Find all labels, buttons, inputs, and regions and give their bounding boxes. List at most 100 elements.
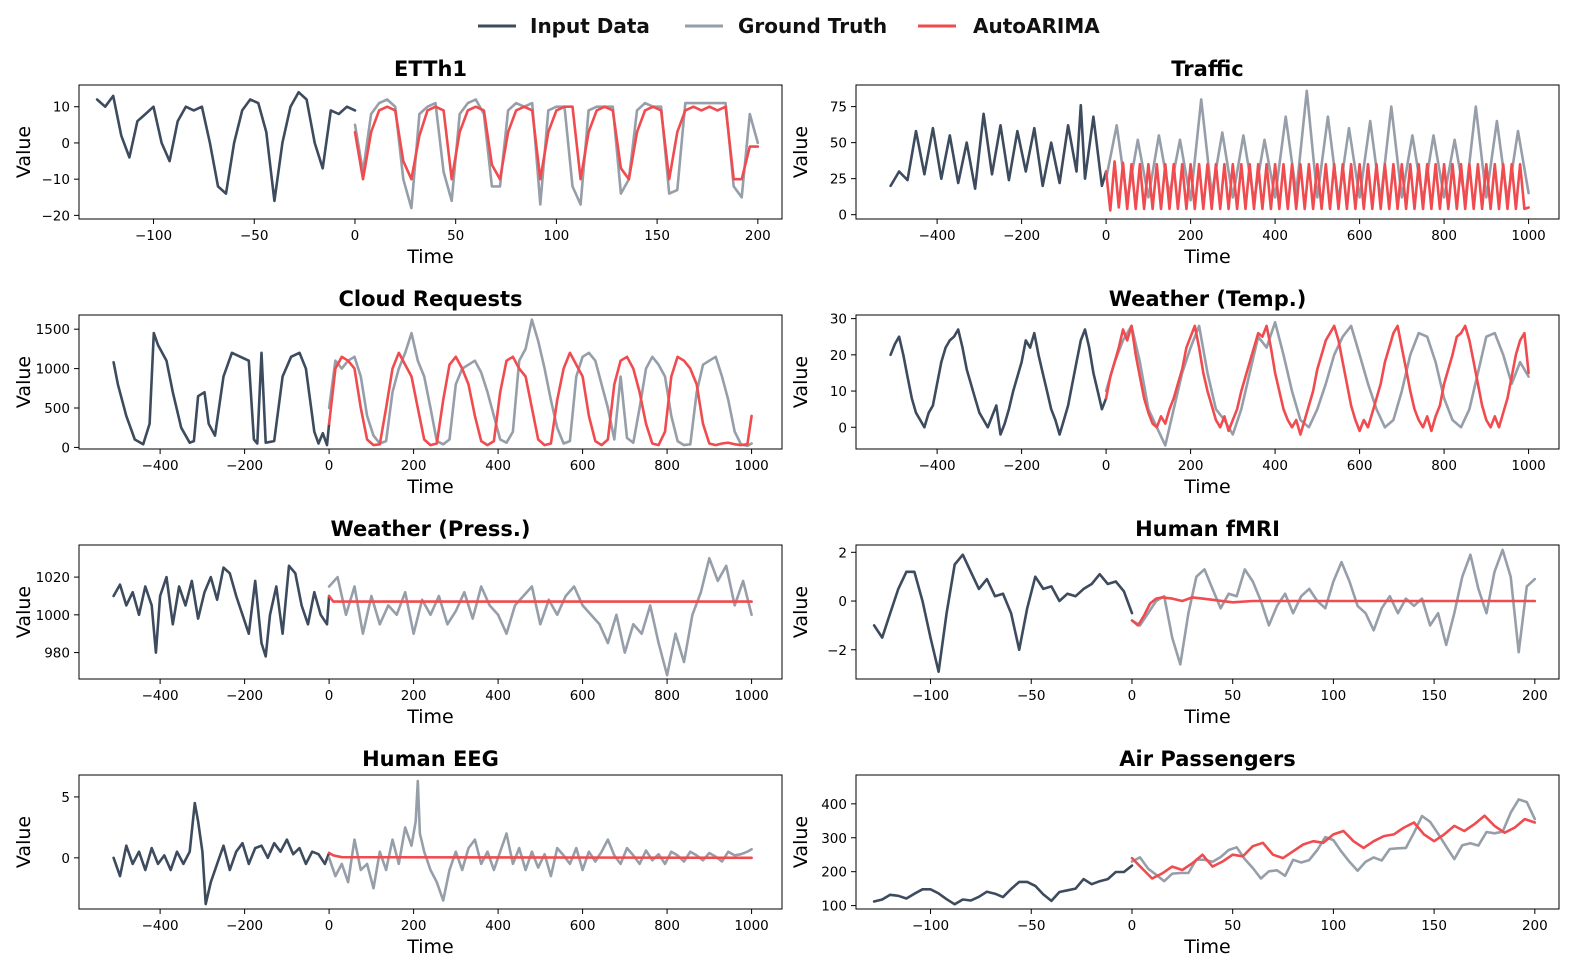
x-tick-label: 1000 bbox=[1511, 458, 1545, 474]
x-tick-label: 600 bbox=[570, 688, 596, 704]
legend-item-autoarima: AutoARIMA bbox=[918, 14, 1100, 38]
y-tick-label: 0 bbox=[838, 594, 847, 610]
x-tick-label: 400 bbox=[485, 458, 511, 474]
y-tick-label: 0 bbox=[61, 440, 70, 456]
series-line-ground-truth bbox=[327, 556, 753, 677]
y-tick-label: 980 bbox=[44, 646, 70, 662]
y-axis-label: Value bbox=[13, 126, 35, 178]
x-tick-label: 800 bbox=[654, 918, 680, 934]
legend-label: Input Data bbox=[530, 14, 650, 38]
x-tick-label: −200 bbox=[1003, 228, 1040, 244]
series-line-ground-truth bbox=[1130, 798, 1537, 883]
series-line-ground-truth bbox=[1104, 89, 1530, 202]
x-tick-label: −200 bbox=[226, 918, 263, 934]
series-line-autoarima bbox=[1104, 324, 1530, 436]
x-tick-label: 0 bbox=[1102, 458, 1111, 474]
y-tick-label: 10 bbox=[830, 384, 847, 400]
y-tick-label: 0 bbox=[61, 851, 70, 867]
x-tick-label: 1000 bbox=[734, 918, 768, 934]
chart-title: Weather (Temp.) bbox=[1109, 287, 1307, 311]
series-line-ground-truth bbox=[327, 318, 753, 448]
x-tick-label: 200 bbox=[1522, 918, 1548, 934]
x-tick-label: −400 bbox=[142, 458, 179, 474]
x-axis-label: Time bbox=[406, 936, 454, 958]
x-tick-label: 100 bbox=[1321, 688, 1347, 704]
chart-title: ETTh1 bbox=[394, 57, 467, 81]
x-tick-label: 150 bbox=[1421, 918, 1447, 934]
y-tick-label: 25 bbox=[830, 172, 847, 188]
x-axis-label: Time bbox=[406, 706, 454, 728]
x-tick-label: 200 bbox=[1178, 228, 1204, 244]
panel-weather-press: Weather (Press.) Time Value −400 −200 0 200 400… bbox=[13, 517, 783, 728]
x-tick-label: 400 bbox=[1262, 458, 1288, 474]
y-tick-label: 0 bbox=[838, 208, 847, 224]
plot-frame bbox=[78, 314, 783, 450]
x-tick-label: 800 bbox=[1431, 228, 1457, 244]
x-axis-label: Time bbox=[406, 246, 454, 268]
x-tick-label: −100 bbox=[912, 688, 949, 704]
series-line-autoarima bbox=[327, 851, 753, 860]
x-tick-label: 150 bbox=[644, 228, 670, 244]
y-tick-label: 75 bbox=[830, 100, 847, 116]
x-tick-label: 800 bbox=[1431, 458, 1457, 474]
y-tick-label: 100 bbox=[821, 899, 847, 915]
x-tick-label: 200 bbox=[401, 458, 427, 474]
y-tick-label: 30 bbox=[830, 312, 847, 328]
series-line-autoarima bbox=[1130, 814, 1537, 880]
y-tick-label: 1500 bbox=[36, 322, 70, 338]
x-axis-label: Time bbox=[1183, 706, 1231, 728]
y-tick-label: 300 bbox=[821, 831, 847, 847]
plot-frame bbox=[78, 84, 783, 220]
x-tick-label: 600 bbox=[570, 458, 596, 474]
chart-title: Air Passengers bbox=[1119, 747, 1295, 771]
legend-item-ground-truth: Ground Truth bbox=[685, 14, 887, 38]
panel-traffic: Traffic Time Value −400 −200 0 200 400 600 800 100… bbox=[790, 57, 1560, 268]
chart-title: Traffic bbox=[1171, 57, 1243, 81]
plot-frame bbox=[855, 314, 1560, 450]
y-tick-label: −10 bbox=[42, 172, 71, 188]
series-line-autoarima bbox=[1104, 160, 1530, 212]
series-line-input-data bbox=[95, 90, 357, 203]
x-tick-label: 200 bbox=[1178, 458, 1204, 474]
series-line-ground-truth bbox=[353, 98, 760, 210]
x-tick-label: −400 bbox=[919, 228, 956, 244]
y-axis-label: Value bbox=[13, 586, 35, 638]
x-tick-label: 600 bbox=[1347, 228, 1373, 244]
plot-frame bbox=[855, 84, 1560, 220]
series-line-input-data bbox=[112, 564, 331, 658]
x-tick-label: −200 bbox=[1003, 458, 1040, 474]
x-tick-label: 200 bbox=[401, 688, 427, 704]
y-tick-label: 200 bbox=[821, 865, 847, 881]
plot-frame bbox=[78, 544, 783, 680]
x-axis-label: Time bbox=[1183, 246, 1231, 268]
x-tick-label: 400 bbox=[485, 918, 511, 934]
chart-title: Human fMRI bbox=[1135, 517, 1280, 541]
x-tick-label: 150 bbox=[1421, 688, 1447, 704]
y-tick-label: 400 bbox=[821, 797, 847, 813]
series-line-input-data bbox=[872, 553, 1134, 674]
x-tick-label: 600 bbox=[570, 918, 596, 934]
panel-cloud-requests: Cloud Requests Time Value −400 −200 0 200 400 60… bbox=[13, 287, 783, 498]
y-tick-label: 1000 bbox=[36, 362, 70, 378]
x-axis-label: Time bbox=[1183, 936, 1231, 958]
x-tick-label: 0 bbox=[351, 228, 360, 244]
series-line-autoarima bbox=[353, 105, 760, 181]
panel-human-fmri: Human fMRI Time Value −100 −50 0 50 100 150 200 −2… bbox=[790, 517, 1560, 728]
legend-label: Ground Truth bbox=[738, 14, 887, 38]
x-tick-label: 0 bbox=[325, 688, 334, 704]
series-line-autoarima bbox=[1130, 596, 1537, 627]
x-tick-label: −400 bbox=[142, 918, 179, 934]
series-line-ground-truth bbox=[327, 779, 753, 902]
x-tick-label: −100 bbox=[135, 228, 172, 244]
plot-frame bbox=[855, 544, 1560, 680]
y-axis-label: Value bbox=[13, 356, 35, 408]
panel-human-eeg: Human EEG Time Value −400 −200 0 200 400 600 800 1… bbox=[13, 747, 783, 958]
x-tick-label: 100 bbox=[1321, 918, 1347, 934]
x-tick-label: 0 bbox=[1128, 688, 1137, 704]
y-tick-label: 1000 bbox=[36, 608, 70, 624]
y-tick-label: 20 bbox=[830, 348, 847, 364]
